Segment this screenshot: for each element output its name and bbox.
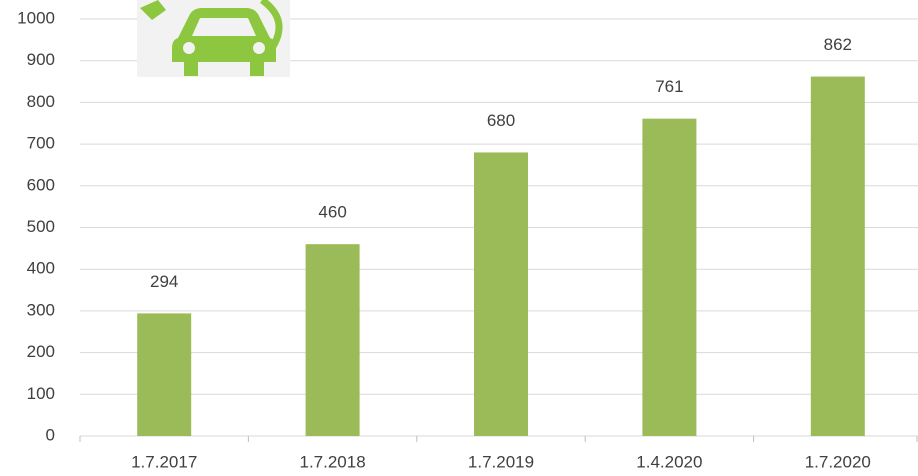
bar [137, 313, 192, 436]
plot: 1.7.2017 294 1.7.2018 460 1.7.2019 680 1.4.202… [131, 35, 871, 471]
data-label: 460 [318, 203, 346, 222]
y-tick-label: 600 [27, 175, 55, 194]
bar [810, 76, 865, 437]
bar [642, 118, 697, 437]
data-label: 761 [655, 77, 683, 96]
y-tick-label: 900 [27, 50, 55, 69]
x-tick-label: 1.7.2020 [805, 452, 871, 471]
x-tick-label: 1.7.2018 [300, 452, 366, 471]
ev-icon [137, 0, 290, 77]
plug [140, 0, 166, 20]
bar [305, 244, 360, 436]
headlight [183, 42, 195, 54]
y-tick-label: 800 [27, 92, 55, 111]
x-tick-label: 1.7.2017 [131, 452, 197, 471]
y-tick-label: 100 [27, 384, 55, 403]
x-tick-label: 1.4.2020 [636, 452, 702, 471]
cable-arc [259, 0, 283, 50]
data-label: 294 [150, 272, 178, 291]
car-icon [172, 8, 276, 76]
y-tick-label: 300 [27, 300, 55, 319]
x-tick-label: 1.7.2019 [468, 452, 534, 471]
y-tick-label: 1000 [17, 8, 55, 27]
data-label: 862 [824, 35, 852, 54]
y-tick-label: 400 [27, 259, 55, 278]
y-tick-label: 700 [27, 134, 55, 153]
headlight [253, 42, 265, 54]
y-tick-label: 500 [27, 217, 55, 236]
y-tick-label: 200 [27, 342, 55, 361]
y-tick-label: 0 [46, 425, 55, 444]
data-label: 680 [487, 111, 515, 130]
bar [474, 152, 528, 436]
